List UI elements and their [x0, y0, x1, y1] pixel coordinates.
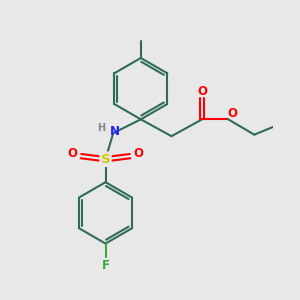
- Text: O: O: [68, 147, 77, 160]
- Text: O: O: [134, 147, 144, 160]
- Text: N: N: [110, 125, 120, 138]
- Text: O: O: [197, 85, 207, 98]
- Text: S: S: [101, 153, 110, 166]
- Text: O: O: [227, 107, 237, 120]
- Text: H: H: [98, 123, 106, 133]
- Text: F: F: [101, 260, 110, 272]
